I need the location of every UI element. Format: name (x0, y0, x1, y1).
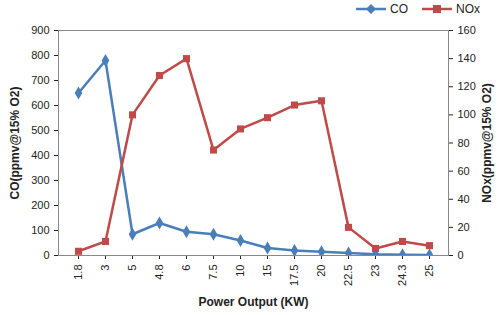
svg-text:NOx(ppmv@15% O2): NOx(ppmv@15% O2) (480, 83, 494, 203)
svg-text:60: 60 (458, 165, 470, 177)
svg-text:300: 300 (31, 174, 49, 186)
svg-text:140: 140 (458, 52, 476, 64)
svg-text:3: 3 (99, 265, 111, 271)
svg-text:24.3: 24.3 (396, 265, 408, 286)
svg-text:Power Output (KW): Power Output (KW) (199, 295, 309, 309)
svg-text:20: 20 (458, 221, 470, 233)
svg-text:17.5: 17.5 (288, 265, 300, 286)
svg-text:80: 80 (458, 137, 470, 149)
svg-text:10: 10 (234, 265, 246, 277)
svg-text:500: 500 (31, 124, 49, 136)
svg-text:22.5: 22.5 (342, 265, 354, 286)
svg-text:7.5: 7.5 (207, 265, 219, 280)
svg-text:100: 100 (458, 108, 476, 120)
svg-text:800: 800 (31, 49, 49, 61)
svg-text:160: 160 (458, 24, 476, 36)
svg-text:15: 15 (261, 265, 273, 277)
svg-text:4.8: 4.8 (153, 265, 165, 280)
svg-text:700: 700 (31, 74, 49, 86)
svg-text:900: 900 (31, 24, 49, 36)
svg-text:CO(ppmv@15% O2): CO(ppmv@15% O2) (8, 86, 22, 199)
svg-text:100: 100 (31, 224, 49, 236)
svg-text:25: 25 (423, 265, 435, 277)
svg-text:20: 20 (315, 265, 327, 277)
svg-text:120: 120 (458, 80, 476, 92)
svg-text:200: 200 (31, 199, 49, 211)
svg-text:23: 23 (369, 265, 381, 277)
svg-text:0: 0 (43, 249, 49, 261)
svg-text:40: 40 (458, 193, 470, 205)
html-text:NOx: NOx (456, 2, 480, 16)
svg-text:1.8: 1.8 (72, 265, 84, 280)
svg-text:600: 600 (31, 99, 49, 111)
svg-text:400: 400 (31, 149, 49, 161)
svg-text:0: 0 (458, 249, 464, 261)
svg-text:6: 6 (180, 265, 192, 271)
svg-text:5: 5 (126, 265, 138, 271)
html-text:CO: CO (390, 2, 408, 16)
